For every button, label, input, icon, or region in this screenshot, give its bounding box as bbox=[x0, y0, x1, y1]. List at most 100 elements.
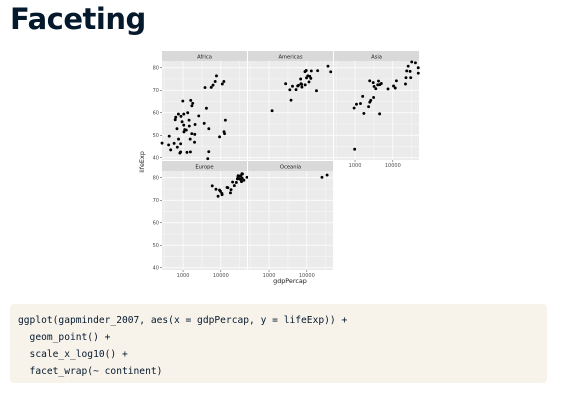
data-point bbox=[242, 178, 246, 182]
data-point bbox=[241, 172, 244, 176]
data-point bbox=[289, 98, 293, 102]
data-point bbox=[219, 189, 222, 193]
facet-strip bbox=[162, 161, 247, 171]
facet-panel bbox=[248, 61, 333, 160]
data-point bbox=[294, 88, 298, 92]
data-point bbox=[220, 193, 224, 197]
data-point bbox=[182, 112, 186, 116]
facet-strip-label: Asia bbox=[371, 54, 382, 60]
data-point bbox=[202, 121, 206, 125]
data-point bbox=[209, 85, 213, 89]
code-line: scale_x_log10() + bbox=[18, 349, 128, 360]
data-point bbox=[232, 184, 236, 188]
data-point bbox=[303, 83, 307, 87]
data-point bbox=[393, 86, 397, 90]
facet-panel bbox=[162, 171, 247, 270]
code-line: facet_wrap(~ continent) bbox=[18, 366, 163, 377]
data-point bbox=[320, 175, 324, 179]
y-tick-label: 50 bbox=[153, 243, 159, 249]
data-point bbox=[378, 112, 382, 116]
facet-strip bbox=[162, 51, 247, 61]
data-point bbox=[193, 140, 196, 144]
code-block: ggplot(gapminder_2007, aes(x = gdpPercap… bbox=[10, 304, 547, 383]
data-point bbox=[239, 177, 242, 181]
data-point bbox=[235, 177, 239, 181]
data-point bbox=[416, 71, 420, 75]
data-point bbox=[214, 187, 218, 191]
code-line: ggplot(gapminder_2007, aes(x = gdpPercap… bbox=[18, 315, 348, 326]
data-point bbox=[377, 79, 380, 83]
y-tick-label: 60 bbox=[153, 111, 159, 117]
y-tick-label: 40 bbox=[153, 156, 159, 162]
data-point bbox=[408, 69, 412, 73]
data-point bbox=[181, 99, 185, 103]
data-point bbox=[240, 180, 243, 184]
y-tick-label: 80 bbox=[153, 176, 159, 182]
data-point bbox=[291, 84, 294, 88]
data-point bbox=[186, 111, 190, 115]
data-point bbox=[167, 134, 171, 138]
data-point bbox=[220, 82, 224, 86]
data-point bbox=[405, 69, 409, 73]
plot-svg: Africa 40 50 60 70 80 Americas Asia 1000 10000 Eur… bbox=[138, 51, 420, 285]
data-point bbox=[369, 98, 373, 102]
y-tick-label: 70 bbox=[153, 88, 159, 94]
facet-strip bbox=[334, 51, 419, 61]
data-point bbox=[374, 87, 378, 91]
data-point bbox=[392, 84, 396, 88]
data-point bbox=[300, 85, 304, 89]
data-point bbox=[270, 109, 274, 113]
data-point bbox=[404, 82, 407, 86]
data-point bbox=[193, 123, 197, 126]
data-point bbox=[222, 130, 226, 134]
data-point bbox=[300, 82, 304, 86]
data-point bbox=[207, 127, 211, 131]
data-point bbox=[188, 150, 192, 154]
facet-strip-label: Oceania bbox=[280, 164, 301, 170]
facet-panel bbox=[162, 61, 247, 160]
data-point bbox=[353, 147, 357, 151]
data-point bbox=[368, 79, 372, 83]
data-point bbox=[413, 61, 417, 65]
x-tick-label: 10000 bbox=[213, 273, 229, 279]
y-tick-label: 70 bbox=[153, 198, 159, 204]
data-point bbox=[416, 66, 420, 70]
data-point bbox=[213, 80, 217, 83]
data-point bbox=[378, 83, 382, 87]
data-point bbox=[210, 184, 214, 188]
data-point bbox=[315, 89, 318, 93]
data-point bbox=[325, 173, 329, 177]
slide-title: Faceting bbox=[10, 2, 146, 36]
data-point bbox=[175, 145, 179, 149]
data-point bbox=[284, 82, 288, 86]
x-tick-label: 10000 bbox=[299, 273, 315, 279]
y-tick-label: 50 bbox=[153, 133, 159, 139]
data-point bbox=[218, 135, 222, 139]
data-point bbox=[182, 123, 186, 127]
data-point bbox=[404, 76, 408, 80]
data-point bbox=[231, 180, 235, 184]
data-point bbox=[306, 74, 310, 78]
data-point bbox=[326, 64, 330, 68]
data-point bbox=[299, 77, 303, 81]
facet-strip-label: Europe bbox=[195, 164, 213, 170]
data-point bbox=[177, 137, 180, 141]
data-point bbox=[296, 84, 300, 88]
data-point bbox=[190, 132, 194, 136]
facet-scatter-plot: Africa 40 50 60 70 80 Americas Asia 1000 10000 Eur… bbox=[136, 48, 422, 288]
data-point bbox=[406, 64, 410, 68]
data-point bbox=[236, 174, 240, 178]
data-point bbox=[183, 128, 187, 132]
x-axis-title: gdpPercap bbox=[273, 277, 307, 285]
data-point bbox=[372, 96, 376, 99]
data-point bbox=[355, 102, 358, 106]
data-point bbox=[316, 69, 320, 73]
facet-panel bbox=[334, 61, 419, 160]
data-point bbox=[352, 106, 356, 110]
data-point bbox=[303, 70, 307, 74]
y-tick-label: 60 bbox=[153, 221, 159, 227]
x-tick-label: 1000 bbox=[177, 273, 190, 279]
data-point bbox=[226, 186, 230, 190]
data-point bbox=[175, 127, 179, 131]
code-line: geom_point() + bbox=[18, 332, 111, 343]
